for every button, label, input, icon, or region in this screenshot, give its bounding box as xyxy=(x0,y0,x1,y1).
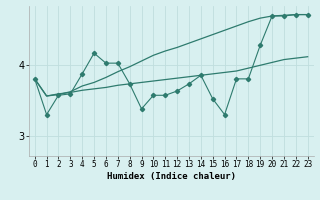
X-axis label: Humidex (Indice chaleur): Humidex (Indice chaleur) xyxy=(107,172,236,181)
